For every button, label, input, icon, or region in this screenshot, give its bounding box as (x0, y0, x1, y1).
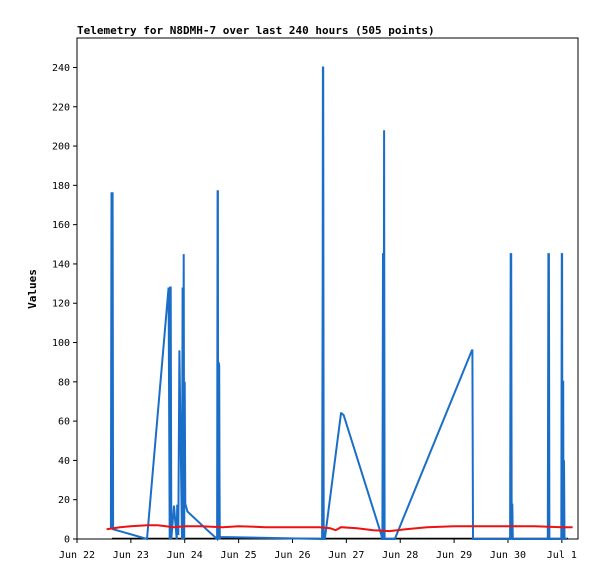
y-tick-label: 60 (58, 417, 70, 428)
series-line-1 (109, 66, 568, 542)
x-axis: Jun 22 Jun 23 Jun 24 Jun 25 Jun 26 Jun 27 Jun … (59, 539, 577, 561)
x-tick-label: Jun 29 (436, 550, 472, 561)
y-tick-label: 100 (52, 338, 70, 349)
y-axis: 0 20 40 60 80 100 120 140 160 180 200 220 240 (52, 63, 77, 546)
plot-frame (76, 37, 579, 540)
x-tick-label: Jul 1 (547, 550, 577, 561)
x-tick-label: Jun 28 (382, 550, 418, 561)
y-tick-label: 80 (58, 377, 70, 388)
x-tick-label: Jun 26 (274, 550, 310, 561)
y-tick-label: 200 (52, 142, 70, 153)
y-tick-label: 120 (52, 299, 70, 310)
series-line-2 (106, 524, 573, 533)
chart-title: Telemetry for N8DMH-7 over last 240 hour… (77, 24, 435, 37)
y-tick-label: 220 (52, 102, 70, 113)
x-tick-label: Jun 22 (59, 550, 95, 561)
y-tick-label: 140 (52, 259, 70, 270)
x-tick-label: Jun 25 (221, 550, 257, 561)
y-axis-label: Values (26, 269, 39, 309)
x-tick-label: Jun 27 (328, 550, 364, 561)
x-tick-label: Jun 30 (490, 550, 526, 561)
y-tick-label: 20 (58, 495, 70, 506)
y-tick-label: 40 (58, 456, 70, 467)
y-tick-label: 160 (52, 220, 70, 231)
x-tick-label: Jun 23 (113, 550, 149, 561)
y-tick-label: 180 (52, 181, 70, 192)
x-tick-label: Jun 24 (167, 550, 203, 561)
series-layer (106, 66, 573, 542)
y-tick-label: 0 (64, 535, 70, 546)
y-tick-label: 240 (52, 63, 70, 74)
